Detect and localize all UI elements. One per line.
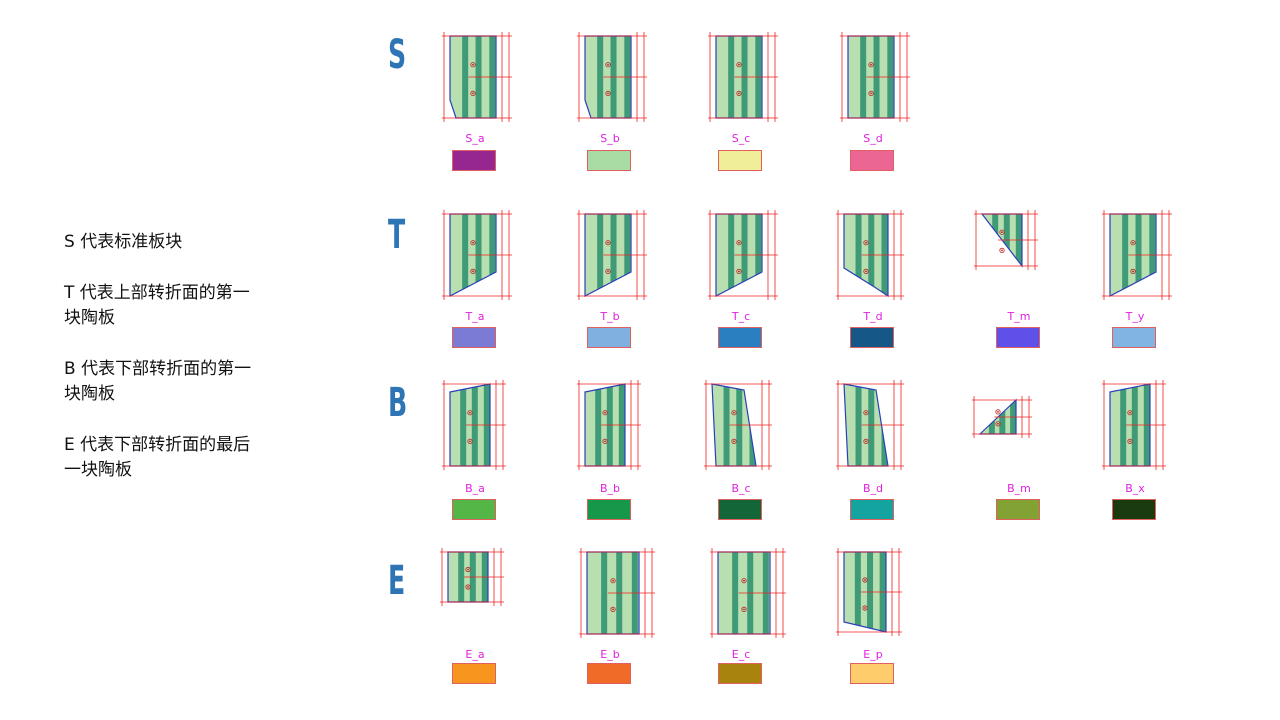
- color-swatch: [996, 327, 1040, 348]
- color-swatch: [452, 499, 496, 520]
- panel-drawing: [442, 32, 512, 122]
- panel-label: S_a: [465, 132, 485, 145]
- panel-drawing: [440, 548, 504, 606]
- panel-label: B_x: [1125, 482, 1145, 495]
- color-swatch: [996, 499, 1040, 520]
- panel-drawing: [840, 32, 910, 122]
- panel-drawing: [577, 380, 641, 470]
- panel-drawing: [836, 380, 904, 470]
- panel-drawing: [708, 210, 778, 300]
- color-swatch: [587, 663, 631, 684]
- panel-drawing: [972, 396, 1032, 438]
- color-swatch: [850, 499, 894, 520]
- panel-drawing: [579, 548, 655, 638]
- panel-label: T_y: [1125, 310, 1145, 323]
- legend-t: T 代表上部转折面的第一 块陶板: [64, 283, 250, 328]
- color-swatch: [452, 150, 496, 171]
- panel-drawing: [710, 548, 786, 638]
- panel-label: T_b: [600, 310, 620, 323]
- panel-drawing: [836, 548, 902, 636]
- panel-label: S_c: [731, 132, 751, 145]
- legend-e: E 代表下部转折面的最后 一块陶板: [64, 435, 251, 480]
- panel-drawing: [577, 210, 647, 300]
- panel-label: T_a: [465, 310, 485, 323]
- panel-label: T_m: [1007, 310, 1031, 323]
- panel-label: B_b: [599, 482, 621, 495]
- panel-drawing: [442, 210, 512, 300]
- panel-label: E_p: [863, 648, 883, 661]
- panel-label: B_c: [731, 482, 751, 495]
- panel-label: B_m: [1007, 482, 1031, 495]
- panel-label: T_d: [863, 310, 883, 323]
- color-swatch: [718, 150, 762, 171]
- color-swatch: [850, 663, 894, 684]
- legend-b: B 代表下部转折面的第一 块陶板: [64, 359, 252, 404]
- panel-drawing: [1102, 380, 1166, 470]
- panel-label: B_d: [862, 482, 884, 495]
- color-swatch: [587, 499, 631, 520]
- panel-drawing: [577, 32, 647, 122]
- row-letter-e: E: [388, 558, 406, 604]
- color-swatch: [718, 327, 762, 348]
- color-swatch: [718, 663, 762, 684]
- color-swatch: [587, 150, 631, 171]
- row-letter-s: S: [388, 32, 407, 78]
- color-swatch: [452, 663, 496, 684]
- panel-drawing: [836, 210, 904, 300]
- panel-label: B_a: [465, 482, 485, 495]
- legend: S 代表标准板块 T 代表上部转折面的第一 块陶板 B 代表下部转折面的第一 块…: [64, 230, 314, 509]
- color-swatch: [718, 499, 762, 520]
- panel-label: T_c: [731, 310, 751, 323]
- color-swatch: [587, 327, 631, 348]
- legend-s: S 代表标准板块: [64, 232, 183, 252]
- panel-drawing: [442, 380, 506, 470]
- row-letter-t: T: [388, 212, 406, 258]
- panel-label: E_b: [600, 648, 620, 661]
- color-swatch: [452, 327, 496, 348]
- panel-drawing: [708, 32, 778, 122]
- row-letter-b: B: [388, 380, 408, 426]
- panel-label: S_d: [863, 132, 883, 145]
- color-swatch: [1112, 327, 1156, 348]
- panel-label: E_a: [465, 648, 485, 661]
- panel-drawing: [1102, 210, 1172, 300]
- color-swatch: [850, 327, 894, 348]
- panel-drawing: [704, 380, 772, 470]
- color-swatch: [1112, 499, 1156, 520]
- panel-drawing: [974, 210, 1038, 270]
- color-swatch: [850, 150, 894, 171]
- panel-label: E_c: [731, 648, 751, 661]
- panel-label: S_b: [600, 132, 620, 145]
